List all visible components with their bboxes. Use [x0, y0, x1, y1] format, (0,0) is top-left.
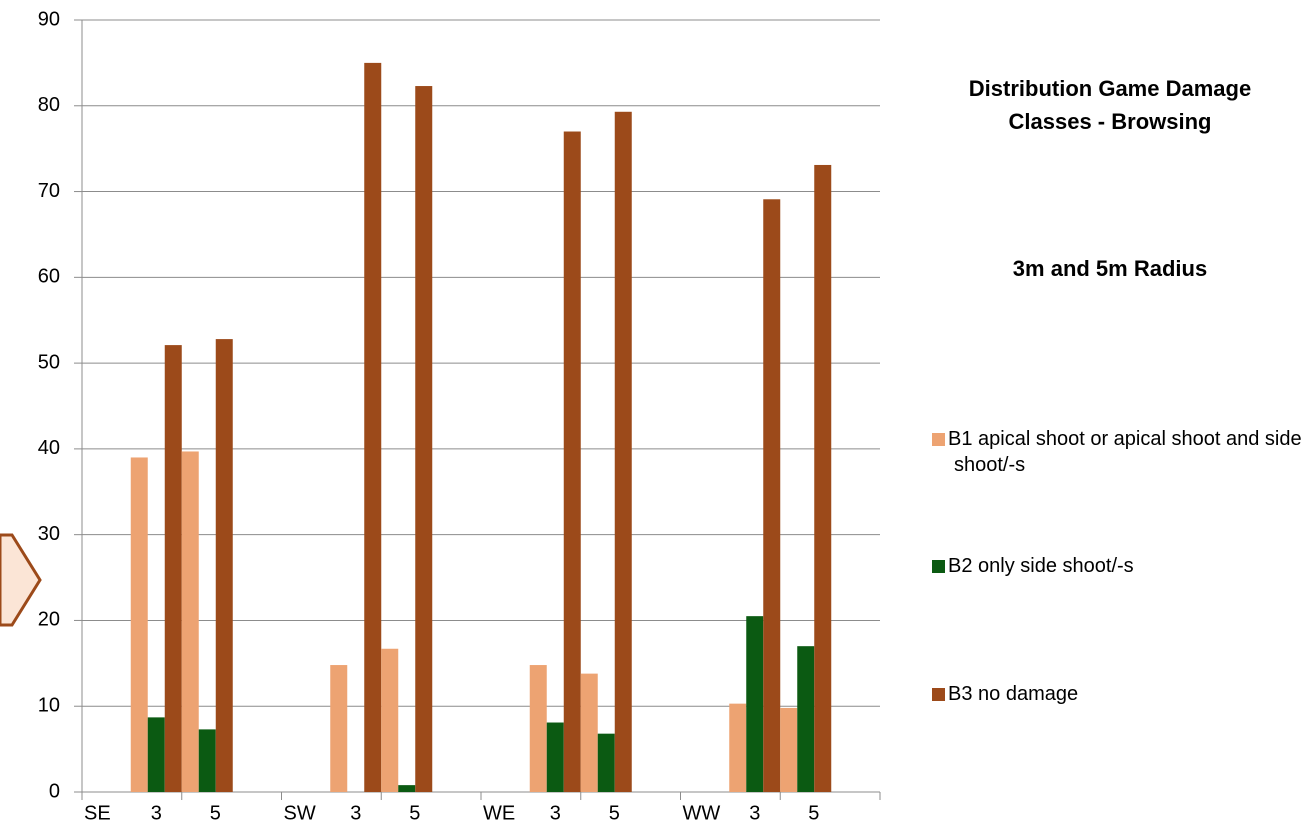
bar — [729, 703, 747, 792]
bar — [147, 717, 165, 792]
y-tick-label: 90 — [38, 8, 60, 30]
x-group-label: WW — [683, 802, 721, 824]
bar — [398, 785, 416, 792]
bar — [580, 673, 598, 792]
bar — [164, 345, 182, 792]
y-tick-label: 50 — [38, 351, 60, 373]
bar — [130, 457, 148, 792]
y-tick-label: 60 — [38, 266, 60, 288]
bar — [415, 86, 433, 792]
y-tick-label: 80 — [38, 94, 60, 116]
x-tick-label: 5 — [609, 802, 620, 824]
bar — [330, 665, 348, 792]
y-tick-label: 70 — [38, 180, 60, 202]
x-tick-label: 3 — [749, 802, 760, 824]
bar — [780, 707, 798, 792]
bar — [181, 451, 199, 792]
x-tick-label: 5 — [409, 802, 420, 824]
decoration-arrow — [0, 533, 42, 627]
y-tick-label: 0 — [49, 780, 60, 802]
bar — [381, 648, 399, 792]
legend-swatch — [932, 433, 945, 446]
legend-swatch — [932, 688, 945, 701]
legend-label: B2 only side shoot/-s — [948, 555, 1134, 577]
x-tick-label: 3 — [350, 802, 361, 824]
y-tick-label: 40 — [38, 437, 60, 459]
bar — [546, 722, 564, 792]
chart-subtitle: 3m and 5m Radius — [1012, 256, 1208, 281]
x-group-label: WE — [483, 802, 515, 824]
y-tick-label: 30 — [38, 523, 60, 545]
legend-label: B3 no damage — [948, 683, 1079, 705]
bar — [797, 646, 815, 792]
bar — [364, 62, 382, 792]
x-tick-label: 3 — [151, 802, 162, 824]
legend-label: B1 apical shoot or apical shoot and side… — [948, 428, 1302, 476]
bar — [529, 665, 547, 792]
y-tick-label: 10 — [38, 695, 60, 717]
bar — [597, 733, 615, 792]
bar — [614, 111, 632, 792]
x-group-label: SE — [84, 802, 111, 824]
x-tick-label: 5 — [210, 802, 221, 824]
bar — [746, 616, 764, 792]
x-tick-label: 5 — [808, 802, 819, 824]
chart-title: Distribution Game Damage Classes - Brows… — [968, 76, 1252, 134]
legend-swatch — [932, 560, 945, 573]
bar — [215, 339, 233, 792]
x-group-label: SW — [284, 802, 316, 824]
bar — [763, 199, 781, 792]
bar — [198, 729, 216, 792]
y-tick-label: 20 — [38, 609, 60, 631]
bar — [563, 131, 581, 792]
bar — [814, 164, 832, 792]
x-tick-label: 3 — [550, 802, 561, 824]
